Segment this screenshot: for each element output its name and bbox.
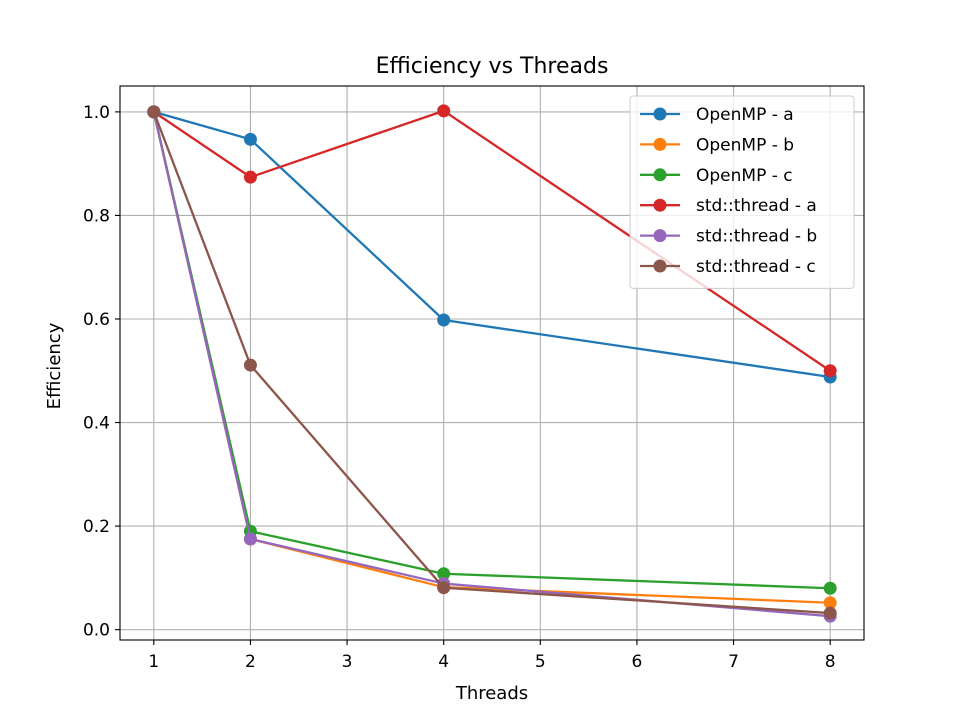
legend-label: std::thread - a [696, 196, 817, 216]
x-tick-label: 5 [535, 652, 546, 672]
x-tick-label: 3 [342, 652, 353, 672]
y-tick-label: 0.0 [83, 621, 110, 641]
y-axis-label: Efficiency [44, 322, 65, 409]
data-point [437, 104, 451, 118]
x-tick-label: 8 [825, 652, 836, 672]
x-tick-label: 7 [728, 652, 739, 672]
legend-label: std::thread - b [696, 227, 817, 247]
series-line [153, 110, 831, 379]
legend-marker [653, 198, 667, 212]
data-point [823, 596, 837, 610]
chart-title: Efficiency vs Threads [376, 54, 609, 79]
legend-marker [653, 229, 667, 243]
data-point [147, 105, 161, 119]
y-tick-label: 1.0 [83, 103, 110, 123]
axis-ticks: 1 2 3 4 5 6 7 8 0.0 0.2 0.4 0.6 0.8 1.0 [83, 103, 836, 672]
legend-item: OpenMP - a [640, 105, 794, 125]
legend-marker [653, 259, 667, 273]
legend-label: OpenMP - c [696, 166, 793, 186]
x-tick-label: 1 [148, 652, 159, 672]
legend-marker [653, 137, 667, 151]
data-point [243, 532, 257, 546]
y-tick-label: 0.4 [83, 414, 110, 434]
data-point [243, 358, 257, 372]
legend-label: OpenMP - a [696, 105, 794, 125]
plot-frame [119, 85, 865, 641]
x-axis-label: Threads [455, 683, 528, 704]
series-5 [147, 105, 837, 620]
series-line [152, 111, 831, 615]
y-tick-label: 0.6 [83, 310, 110, 330]
x-tick-label: 6 [632, 652, 643, 672]
data-point [823, 581, 837, 595]
data-point [437, 581, 451, 595]
data-point [243, 132, 257, 146]
legend-marker [653, 168, 667, 182]
legend-item: OpenMP - b [640, 135, 794, 155]
legend-item: std::thread - b [640, 227, 817, 247]
legend-item: std::thread - a [640, 196, 817, 216]
legend-label: OpenMP - b [696, 135, 794, 155]
legend-label: std::thread - c [696, 257, 816, 277]
x-tick-label: 4 [438, 652, 449, 672]
y-tick-label: 0.2 [83, 517, 110, 537]
data-point [243, 170, 257, 184]
legend-marker [653, 107, 667, 121]
legend-item: std::thread - c [640, 257, 816, 277]
legend-box [629, 95, 855, 289]
y-tick-label: 0.8 [83, 206, 110, 226]
data-point [823, 364, 837, 378]
legend-item: OpenMP - c [640, 166, 793, 186]
data-point [823, 606, 837, 620]
data-point [437, 567, 451, 581]
x-tick-label: 2 [245, 652, 256, 672]
data-point [437, 313, 451, 327]
